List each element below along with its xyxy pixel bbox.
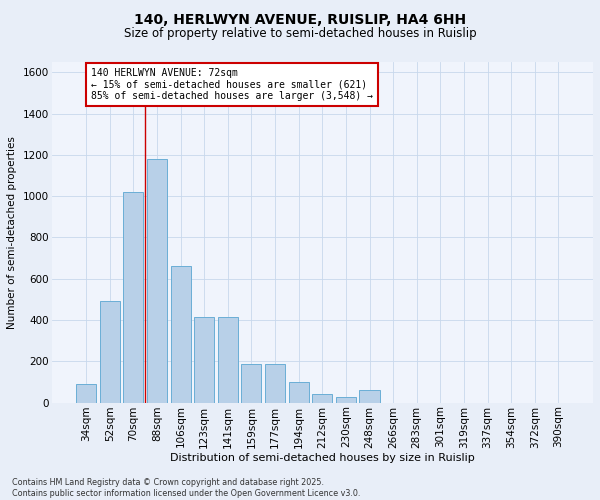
Bar: [218, 317, 238, 402]
X-axis label: Distribution of semi-detached houses by size in Ruislip: Distribution of semi-detached houses by …: [170, 453, 475, 463]
Bar: [265, 364, 285, 403]
Text: Size of property relative to semi-detached houses in Ruislip: Size of property relative to semi-detach…: [124, 28, 476, 40]
Bar: [170, 266, 191, 402]
Y-axis label: Number of semi-detached properties: Number of semi-detached properties: [7, 136, 17, 328]
Text: 140 HERLWYN AVENUE: 72sqm
← 15% of semi-detached houses are smaller (621)
85% of: 140 HERLWYN AVENUE: 72sqm ← 15% of semi-…: [91, 68, 373, 102]
Bar: [336, 398, 356, 402]
Bar: [194, 317, 214, 402]
Bar: [241, 364, 262, 403]
Text: 140, HERLWYN AVENUE, RUISLIP, HA4 6HH: 140, HERLWYN AVENUE, RUISLIP, HA4 6HH: [134, 12, 466, 26]
Bar: [124, 192, 143, 402]
Bar: [359, 390, 380, 402]
Text: Contains HM Land Registry data © Crown copyright and database right 2025.
Contai: Contains HM Land Registry data © Crown c…: [12, 478, 361, 498]
Bar: [147, 159, 167, 402]
Bar: [76, 384, 96, 402]
Bar: [312, 394, 332, 402]
Bar: [289, 382, 309, 402]
Bar: [100, 302, 120, 402]
